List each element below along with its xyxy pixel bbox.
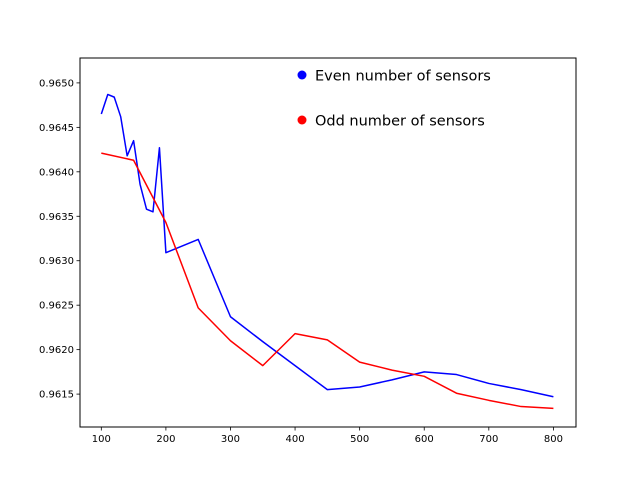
x-tick-label: 100	[92, 434, 111, 445]
x-tick-label: 700	[479, 434, 498, 445]
y-tick-label: 0.9645	[39, 123, 74, 134]
y-tick-label: 0.9640	[39, 167, 74, 178]
plot-area-frame	[79, 57, 577, 428]
legend-label: Even number of sensors	[315, 69, 491, 85]
legend: Even number of sensors Odd number of sens…	[297, 69, 491, 130]
y-axis: 0.9615 0.9620 0.9625 0.9630 0.9635 0.9640 0.96…	[39, 78, 80, 401]
legend-marker	[297, 70, 307, 80]
y-tick-label: 0.9650	[39, 78, 74, 89]
y-tick-label: 0.9615	[39, 390, 74, 401]
legend-label: Odd number of sensors	[315, 114, 485, 130]
series-line-1	[101, 152, 554, 410]
series-layer	[100, 93, 554, 410]
x-tick-label: 800	[544, 434, 563, 445]
legend-marker	[297, 115, 307, 125]
y-tick-label: 0.9625	[39, 301, 74, 312]
x-tick-label: 300	[221, 434, 240, 445]
y-tick-label: 0.9635	[39, 212, 74, 223]
x-tick-label: 600	[415, 434, 434, 445]
x-tick-label: 200	[156, 434, 175, 445]
y-tick-label: 0.9630	[39, 256, 74, 267]
legend-item-0: Even number of sensors	[297, 69, 491, 85]
legend-item-1: Odd number of sensors	[297, 114, 485, 130]
x-axis: 100 200 300 400 500 600 700 800	[92, 427, 563, 445]
series-line-0	[100, 93, 554, 398]
x-tick-label: 500	[350, 434, 369, 445]
x-tick-label: 400	[286, 434, 305, 445]
y-tick-label: 0.9620	[39, 345, 74, 356]
